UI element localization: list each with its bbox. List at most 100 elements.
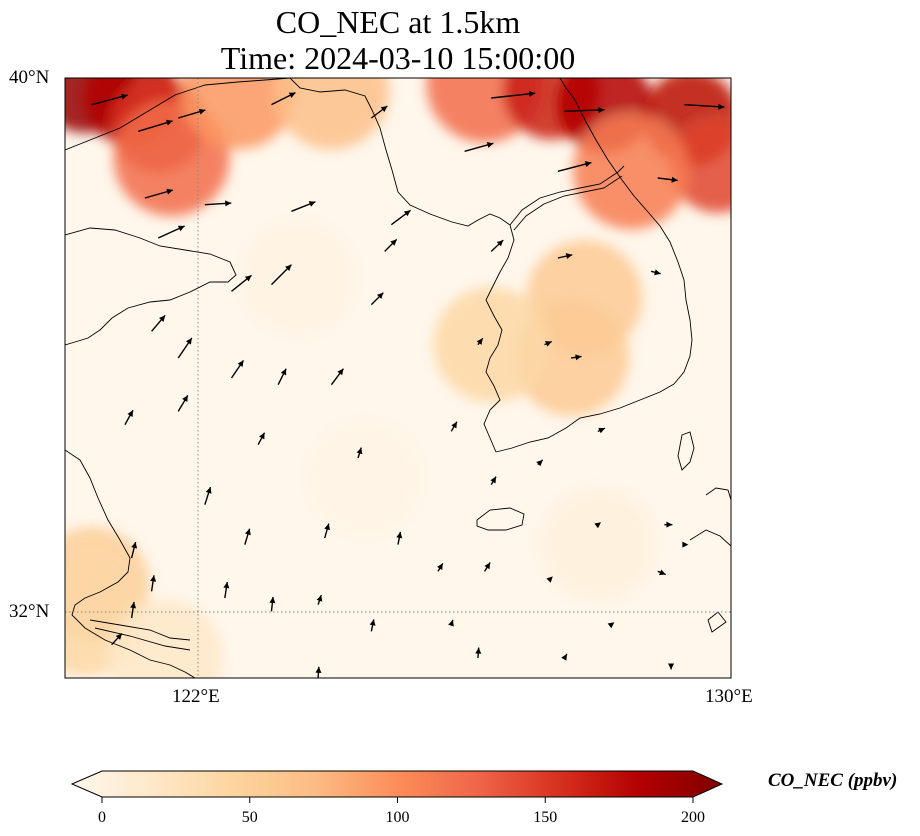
wind-arrow [390,209,411,226]
field-cell [433,286,550,403]
wind-arrow [684,103,725,110]
wind-arrow [483,562,491,572]
wind-arrow [450,421,458,432]
wind-arrow [597,427,606,434]
coastline-kyushu [689,487,731,633]
colorbar-tick-label: 100 [386,809,410,826]
wind-arrow [138,119,173,133]
coastline-korea-south [495,383,675,453]
colorbar-ticks: 0 50 100 150 200 [98,797,705,826]
wind-arrow [557,253,573,260]
field-cell [240,220,357,336]
wind-arrow [384,238,398,252]
wind-arrow [682,541,689,548]
coastline-china-north [65,78,291,151]
gridlines [65,78,731,678]
wind-arrow [157,225,185,239]
field-cell [573,113,690,230]
wind-arrow [490,239,504,252]
wind-arrow [370,292,384,306]
border-china-korea [509,165,625,231]
colorbar-label: CO_NEC (ppbv) [768,770,898,791]
wind-arrow [356,447,363,459]
wind-arrow [244,528,251,545]
colorbar-tick-label: 200 [681,809,705,826]
wind-arrow [111,632,123,646]
colorbar: 0 50 100 150 200 [70,770,724,826]
y-tick-label-32n: 32°N [9,601,50,622]
wind-arrow [594,522,601,529]
map-frame [64,77,732,679]
wind-arrow [270,264,292,286]
wind-arrow [324,523,331,539]
wind-arrow [650,269,661,276]
coastline-jeju [476,507,525,531]
coastline-korea-west [483,224,515,453]
x-tick-label-122e: 122°E [172,686,220,707]
wind-arrow [124,409,134,426]
coastline-korea-east [559,78,693,385]
wind-arrow [230,360,245,379]
wind-arrow [657,176,678,183]
wind-arrow [269,596,276,612]
wind-vectors [91,90,725,678]
wind-arrow [151,314,166,332]
map-subtitle-time: Time: 2024-03-10 15:00:00 [220,40,576,76]
wind-arrow [204,486,212,505]
wind-arrow [271,92,296,106]
wind-arrow [204,200,232,207]
coastline-liaodong [289,78,511,227]
wind-arrow [490,476,497,486]
wind-arrow [437,562,444,572]
wind-arrow [536,459,544,467]
wind-arrow [130,541,138,559]
wind-arrow [150,575,157,592]
wind-arrow [396,531,403,545]
wind-arrow [330,368,344,386]
wind-arrow [668,663,675,670]
wind-arrow [144,188,174,199]
wind-arrow [476,337,484,346]
wind-arrow [177,394,189,412]
wind-arrow [491,90,536,99]
yangtze-estuary [89,619,191,651]
wind-arrow [607,622,615,629]
plot-area [65,78,731,678]
colorbar-bar [70,770,724,798]
coastline-shandong [65,227,237,346]
wind-arrow [130,601,137,619]
wind-arrow [557,161,592,173]
wind-arrow [257,432,266,445]
coastlines [65,78,731,678]
wind-arrow [571,354,582,361]
wind-arrow [177,337,193,359]
wind-arrow [464,142,494,153]
wind-arrow [315,666,322,678]
coastline-tsushima [677,431,695,471]
field-cell [273,78,390,150]
field-cell [539,486,656,603]
wind-arrow [277,368,287,385]
wind-arrow [475,647,482,659]
field-cell [106,600,223,678]
wind-arrow [544,340,553,347]
wind-arrow [664,521,673,528]
wind-arrow [657,569,666,576]
wind-arrow [178,108,206,119]
wind-arrow [291,201,316,212]
y-tick-label-40n: 40°N [9,67,50,88]
map-title: CO_NEC at 1.5km [275,4,521,40]
wind-arrow [369,619,376,632]
x-tick-label-130e: 130°E [705,686,753,707]
colorbar-tick-label: 150 [533,809,557,826]
colorbar-tick-label: 50 [242,809,258,826]
wind-arrow [223,581,230,599]
wind-arrow [561,653,568,661]
wind-arrow [370,105,388,119]
wind-arrow [448,619,454,627]
wind-arrow [564,106,605,113]
colorbar-tick-label: 0 [98,809,106,826]
field-cell [306,420,423,536]
wind-arrow [316,594,323,605]
field-cell [180,78,297,150]
